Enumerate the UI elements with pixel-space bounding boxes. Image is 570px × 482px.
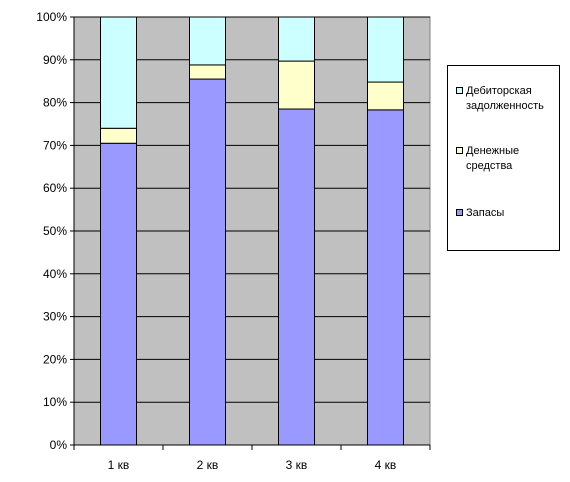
bar-segment-3 [278, 16, 315, 62]
bar-segment-1 [367, 109, 404, 446]
bar-segment-2 [278, 60, 315, 110]
legend-swatch-cash [456, 147, 463, 154]
x-tick-label: 3 кв [286, 458, 308, 472]
bar-segment-1 [189, 78, 226, 446]
y-tick-label: 70% [43, 138, 67, 152]
y-tick-label: 90% [43, 53, 67, 67]
x-tick-label: 2 кв [197, 458, 219, 472]
x-tick-label: 4 кв [375, 458, 397, 472]
bar-segment-1 [278, 108, 315, 446]
bar-segment-3 [100, 16, 137, 129]
x-tick-label: 1 кв [108, 458, 130, 472]
y-tick-label: 60% [43, 181, 67, 195]
bar-segment-2 [189, 64, 226, 80]
y-tick-label: 0% [50, 438, 68, 452]
y-tick-label: 50% [43, 224, 67, 238]
legend-label-inventory: Запасы [466, 207, 505, 219]
legend-swatch-receivables [456, 87, 463, 94]
legend-label-cash-line2: средства [466, 160, 513, 172]
y-tick-label: 40% [43, 267, 67, 281]
y-tick-label: 10% [43, 395, 67, 409]
bar-segment-1 [100, 142, 137, 446]
bar-segment-2 [100, 127, 137, 144]
bar-segment-3 [189, 16, 226, 66]
y-tick-label: 20% [43, 352, 67, 366]
bar-segment-3 [367, 16, 404, 83]
legend-label-receivables-line2: задолженность [466, 100, 544, 112]
bar-segment-2 [367, 81, 404, 111]
axes: 0% 10% 20% 30% 40% 50% 60% 70% 80% 90% 100% 1 кв 2 к… [36, 10, 431, 472]
legend-swatch-inventory [456, 209, 463, 216]
y-tick-label: 80% [43, 96, 67, 110]
legend: Дебиторская задолженность Денежные средс… [447, 65, 560, 251]
y-tick-label: 30% [43, 310, 67, 324]
legend-label-cash-line1: Денежные [466, 145, 520, 157]
y-tick-label: 100% [36, 10, 67, 24]
bars [100, 16, 404, 446]
legend-label-receivables-line1: Дебиторская [466, 85, 532, 97]
